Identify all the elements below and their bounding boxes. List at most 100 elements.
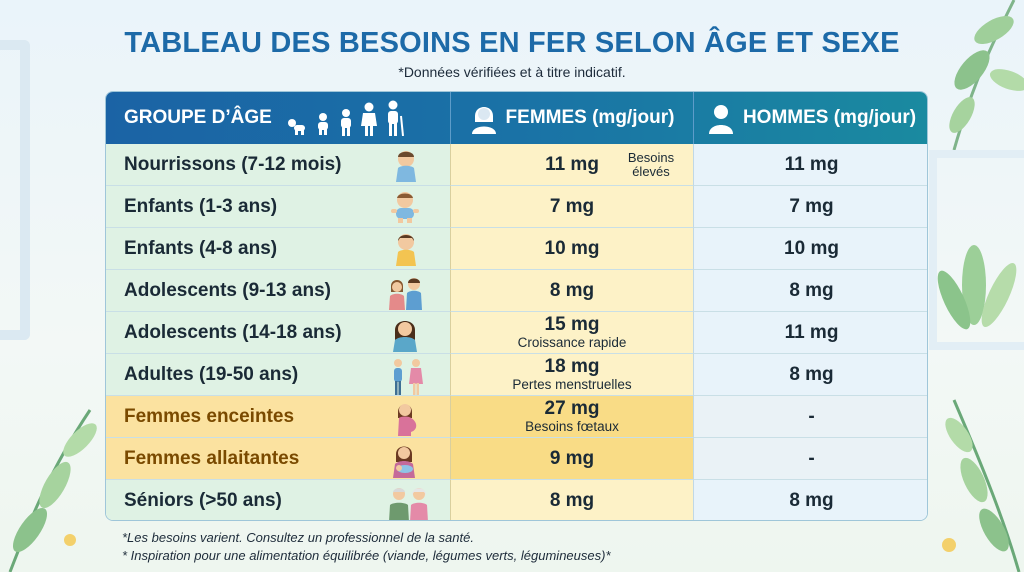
- age-group-label: Enfants (1-3 ans): [124, 195, 278, 217]
- table-row: Adolescents (9-13 ans) 8 mg 8 mg: [106, 270, 927, 312]
- women-value: 27 mg: [544, 398, 600, 419]
- men-value-cell: 7 mg: [693, 186, 927, 228]
- footer-note-2: * Inspiration pour une alimentation équi…: [122, 548, 611, 563]
- plant-decoration-right-icon: [937, 245, 1017, 330]
- header-men-label: HOMMES (mg/jour): [742, 107, 917, 128]
- men-value-cell: 8 mg: [693, 354, 927, 396]
- header-women: FEMMES (mg/jour): [450, 92, 693, 144]
- child-silhouette-icon: [340, 109, 351, 136]
- men-value: 8 mg: [789, 279, 834, 301]
- age-group-cell: Femmes allaitantes: [106, 438, 450, 480]
- page-title: TABLEAU DES BESOINS EN FER SELON ÂGE ET …: [124, 27, 900, 59]
- age-stages-icons: [286, 100, 406, 136]
- seniors-icon: [389, 488, 428, 520]
- footer-note-1: *Les besoins varient. Consultez un profe…: [122, 530, 474, 545]
- age-group-label: Séniors (>50 ans): [124, 490, 282, 511]
- table-row: Adolescents (14-18 ans) 15 mg Croissance…: [106, 312, 927, 354]
- background-window: [0, 40, 30, 340]
- age-group-label: Nourrissons (7-12 mois): [124, 153, 342, 175]
- men-value: 8 mg: [789, 363, 834, 385]
- child-icon: [396, 234, 416, 266]
- age-group-label: Adolescents (9-13 ans): [124, 279, 331, 301]
- women-value-cell: 8 mg: [450, 270, 693, 312]
- table-row: Enfants (1-3 ans) 7 mg 7 mg: [106, 186, 927, 228]
- men-value: 7 mg: [789, 195, 834, 217]
- women-value-cell: 11 mg Besoins élevés: [450, 144, 693, 186]
- women-value-cell: 8 mg: [450, 480, 693, 520]
- age-group-cell: Enfants (1-3 ans): [106, 186, 450, 228]
- leaf-decoration-bottom-right-icon: [942, 399, 1021, 572]
- women-value-cell: 7 mg: [450, 186, 693, 228]
- age-group-label: Adolescents (14-18 ans): [124, 321, 342, 343]
- men-value-cell: 10 mg: [693, 228, 927, 270]
- header-men: HOMMES (mg/jour): [693, 92, 927, 144]
- women-value: 7 mg: [549, 195, 595, 217]
- men-value-cell: -: [693, 396, 927, 438]
- men-value: 11 mg: [784, 153, 839, 175]
- age-group-cell: Séniors (>50 ans): [106, 480, 450, 520]
- women-value-cell: 27 mg Besoins fœtaux: [450, 396, 693, 438]
- men-value: 8 mg: [789, 490, 834, 511]
- crawling-baby-icon: [287, 119, 305, 135]
- men-value-cell: 11 mg: [693, 144, 927, 186]
- table-row: Femmes enceintes 27 mg Besoins fœtaux -: [106, 396, 927, 438]
- woman-avatar-icon: [471, 107, 496, 134]
- women-value: 8 mg: [549, 279, 595, 301]
- women-value: 9 mg: [549, 447, 595, 469]
- women-value-cell: 9 mg: [450, 438, 693, 480]
- background-window-right: [929, 150, 1024, 350]
- women-value: 15 mg: [544, 314, 600, 335]
- age-group-cell: Adolescents (9-13 ans): [106, 270, 450, 312]
- age-group-cell: Femmes enceintes: [106, 396, 450, 438]
- men-value-cell: 8 mg: [693, 270, 927, 312]
- toddler-icon: [391, 192, 419, 223]
- age-group-label: Enfants (4-8 ans): [124, 237, 278, 259]
- man-avatar-icon: [708, 105, 733, 134]
- men-value: -: [808, 447, 815, 469]
- adults-icon: [394, 359, 423, 395]
- age-group-label: Femmes enceintes: [124, 405, 295, 427]
- age-group-cell: Nourrissons (7-12 mois): [106, 144, 450, 186]
- table-header: GROUPE D’ÂGE FEMMES (mg/jour) HOMMES (mg…: [106, 92, 927, 144]
- women-value-cell: 15 mg Croissance rapide: [450, 312, 693, 354]
- toddler-silhouette-icon: [317, 113, 328, 135]
- women-value: 11 mg: [545, 153, 599, 175]
- age-group-label: Adultes (19-50 ans): [124, 363, 299, 385]
- age-group-cell: Adultes (19-50 ans): [106, 354, 450, 396]
- age-group-cell: Adolescents (14-18 ans): [106, 312, 450, 354]
- leaf-decoration-bottom-left-icon: [8, 409, 97, 572]
- header-women-label: FEMMES (mg/jour): [505, 107, 675, 128]
- women-value: 18 mg: [544, 356, 600, 377]
- header-age-group-label: GROUPE D’ÂGE: [124, 107, 272, 128]
- men-value: -: [808, 405, 815, 427]
- preteens-icon: [389, 278, 422, 310]
- teen-girl-icon: [393, 321, 417, 352]
- woman-silhouette-icon: [360, 102, 377, 136]
- women-value: 10 mg: [544, 237, 600, 259]
- page-subtitle: *Données vérifiées et à titre indicatif.: [398, 64, 626, 80]
- women-note: Besoins fœtaux: [525, 419, 619, 434]
- women-value: 8 mg: [549, 490, 595, 511]
- nursing-mother-icon: [393, 446, 415, 478]
- women-value-cell: 18 mg Pertes menstruelles: [450, 354, 693, 396]
- header-age-group: GROUPE D’ÂGE: [106, 92, 450, 144]
- women-value-cell: 10 mg: [450, 228, 693, 270]
- women-note: Croissance rapide: [517, 335, 627, 350]
- women-note: Pertes menstruelles: [512, 377, 632, 392]
- pregnant-woman-icon: [398, 404, 417, 436]
- age-group-label: Femmes allaitantes: [124, 447, 300, 469]
- table-row: Nourrissons (7-12 mois) 11 mg Besoins él…: [106, 144, 927, 186]
- men-value: 10 mg: [784, 237, 839, 259]
- table-row: Séniors (>50 ans) 8 mg 8 mg: [106, 480, 927, 520]
- elderly-silhouette-icon: [387, 100, 404, 136]
- footer-notes: *Les besoins varient. Consultez un profe…: [122, 529, 611, 565]
- iron-needs-table: GROUPE D’ÂGE FEMMES (mg/jour) HOMMES (mg…: [105, 91, 928, 521]
- men-value-cell: 8 mg: [693, 480, 927, 520]
- men-value-cell: -: [693, 438, 927, 480]
- baby-icon: [396, 151, 416, 182]
- leaf-decoration-top-right-icon: [949, 0, 1024, 150]
- table-row: Femmes allaitantes 9 mg -: [106, 438, 927, 480]
- table-row: Enfants (4-8 ans) 10 mg 10 mg: [106, 228, 927, 270]
- table-row: Adultes (19-50 ans) 18 mg Pertes menstru…: [106, 354, 927, 396]
- age-group-cell: Enfants (4-8 ans): [106, 228, 450, 270]
